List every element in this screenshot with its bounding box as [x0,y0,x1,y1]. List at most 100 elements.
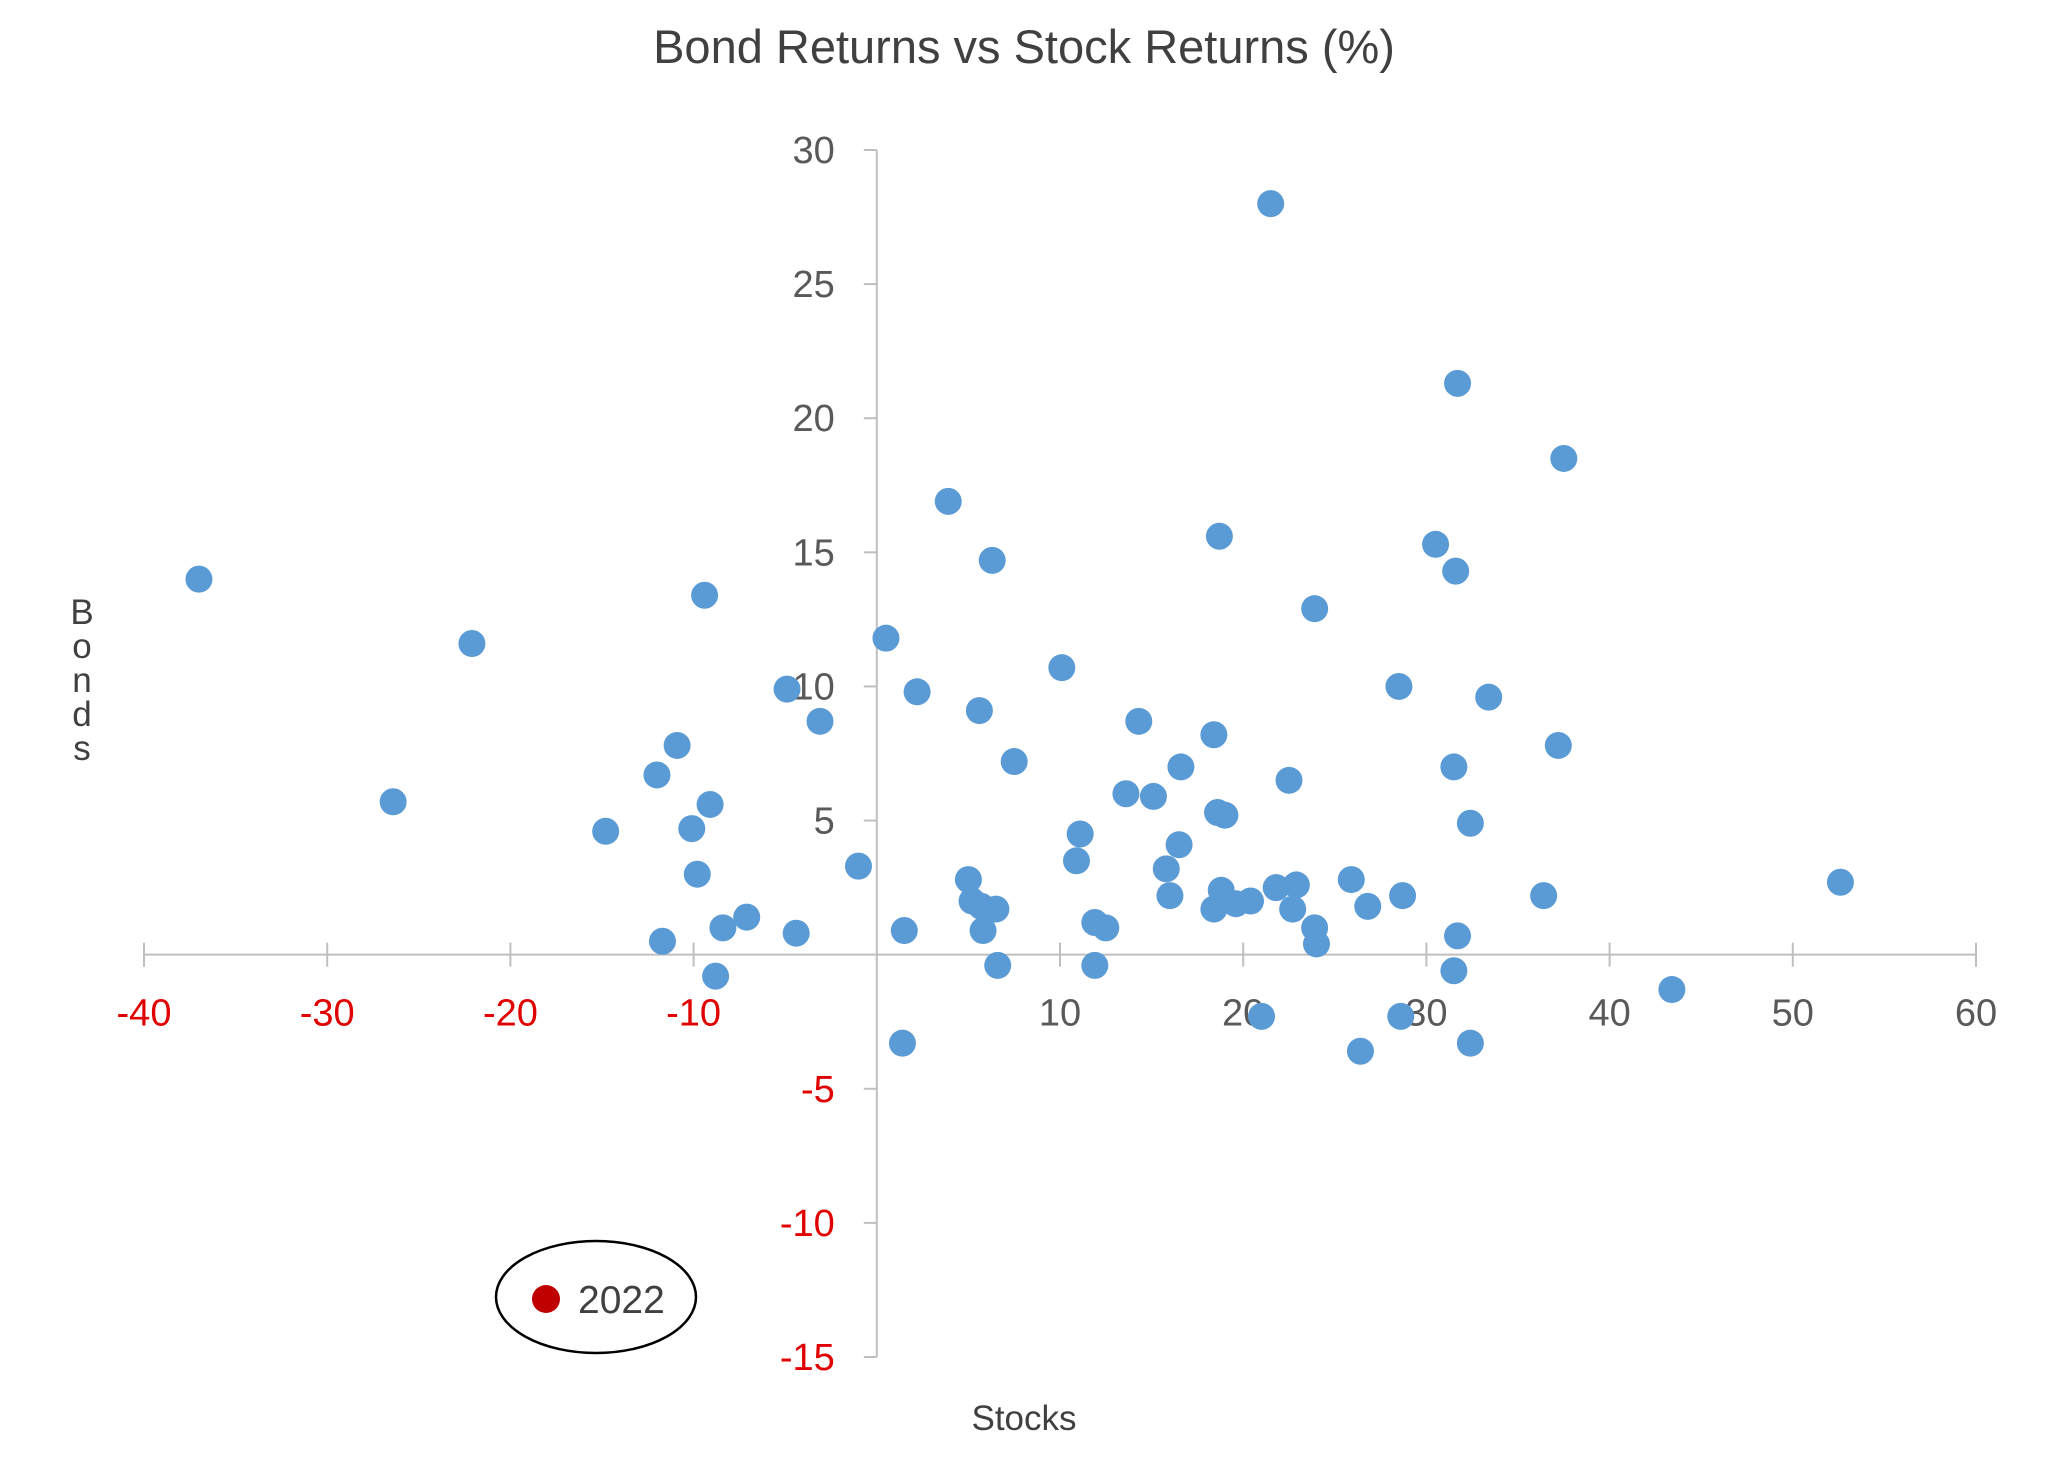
data-point [888,1029,916,1057]
data-point [1354,892,1382,920]
data-point [185,565,213,593]
data-point [1444,369,1472,397]
x-axis-label: Stocks [971,1399,1076,1438]
data-point [1237,887,1265,915]
data-point [696,790,724,818]
data-point [965,697,993,725]
data-point [1156,882,1184,910]
data-point [978,546,1006,574]
data-point [702,962,730,990]
data-point [1248,1002,1276,1030]
data-point [984,951,1012,979]
data-point [648,927,676,955]
data-point [1658,976,1686,1004]
data-point [1279,895,1307,923]
data-point [1167,753,1195,781]
data-point [733,903,761,931]
x-tick-label: 40 [1588,993,1630,1035]
data-point [1139,782,1167,810]
data-point [683,860,711,888]
data-point [709,914,737,942]
data-point [1048,654,1076,682]
data-point [458,630,486,658]
data-point [934,487,962,515]
data-point [1152,855,1180,883]
y-tick-label: -5 [801,1069,835,1111]
annotation-label: 2022 [578,1279,665,1322]
data-point [872,624,900,652]
y-tick-label: 20 [793,398,835,440]
data-point [982,895,1010,923]
data-point [643,761,671,789]
x-tick-label: -40 [117,993,172,1035]
x-tick-label: -30 [300,993,355,1035]
data-point [1385,672,1413,700]
data-point [844,852,872,880]
data-point [1389,882,1417,910]
data-point [1440,957,1468,985]
data-point [1444,922,1472,950]
data-point [1125,707,1153,735]
data-point [1165,831,1193,859]
annotation-2022: 2022 [494,1239,698,1355]
data-point [1826,868,1854,896]
data-point [1440,753,1468,781]
data-point [773,675,801,703]
y-tick-label: 30 [793,130,835,172]
y-tick-label: -10 [780,1203,835,1245]
data-point [1081,951,1109,979]
data-point [678,815,706,843]
data-point [1257,190,1285,218]
data-point [806,707,834,735]
data-point [890,917,918,945]
data-point [1387,1002,1415,1030]
data-point [1346,1037,1374,1065]
data-point [1530,882,1558,910]
data-point [691,581,719,609]
y-tick-label: -15 [780,1337,835,1379]
x-axis-ticks: -40 -30 -20 -10 10 20 30 40 50 60 [117,942,1997,1035]
y-tick-label: 5 [814,801,835,843]
data-point [903,678,931,706]
chart-title: Bond Returns vs Stock Returns (%) [653,20,1395,73]
data-point [1062,847,1090,875]
axes [144,150,1976,1357]
data-point [1092,914,1120,942]
data-point [1456,1029,1484,1057]
data-point [782,919,810,947]
data-point [1112,780,1140,808]
data-point [1000,748,1028,776]
data-point [1442,557,1470,585]
data-point [1475,683,1503,711]
data-point [1544,731,1572,759]
x-tick-label: 60 [1955,993,1997,1035]
y-tick-label: 25 [793,264,835,306]
annotation-marker [532,1285,560,1313]
data-point [1262,874,1290,902]
y-tick-label: 15 [793,532,835,574]
data-point [1275,766,1303,794]
data-point [969,917,997,945]
data-point [1282,871,1310,899]
data-point [663,731,691,759]
data-point [379,788,407,816]
x-tick-label: 10 [1039,993,1081,1035]
data-point [954,866,982,894]
data-point [1301,595,1329,623]
data-point [1211,801,1239,829]
x-tick-label: -20 [483,993,538,1035]
data-point [1422,530,1450,558]
data-point [1200,721,1228,749]
data-point [1302,930,1330,958]
data-point [1205,522,1233,550]
x-tick-label: 50 [1772,993,1814,1035]
data-point [1456,809,1484,837]
data-point [1550,444,1578,472]
data-point [1337,866,1365,894]
x-tick-label: -10 [666,993,721,1035]
data-point [1066,820,1094,848]
annotation-ellipse [494,1239,698,1355]
